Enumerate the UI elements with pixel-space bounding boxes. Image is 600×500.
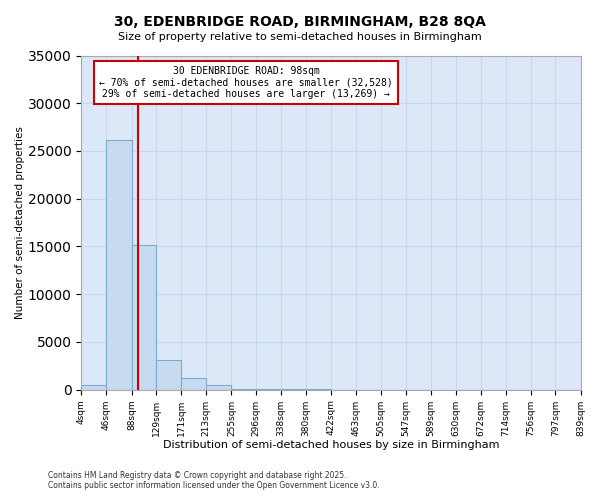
X-axis label: Distribution of semi-detached houses by size in Birmingham: Distribution of semi-detached houses by … [163,440,499,450]
Bar [82,385,106,390]
Bar [206,385,232,390]
Text: 30, EDENBRIDGE ROAD, BIRMINGHAM, B28 8QA: 30, EDENBRIDGE ROAD, BIRMINGHAM, B28 8QA [114,15,486,29]
Bar [232,388,256,390]
Bar [256,389,281,390]
Text: Contains HM Land Registry data © Crown copyright and database right 2025.
Contai: Contains HM Land Registry data © Crown c… [48,470,380,490]
Bar [106,140,131,390]
Y-axis label: Number of semi-detached properties: Number of semi-detached properties [15,126,25,319]
Text: Size of property relative to semi-detached houses in Birmingham: Size of property relative to semi-detach… [118,32,482,42]
Bar [181,378,206,390]
Bar [156,360,181,390]
Bar [131,244,156,390]
Text: 30 EDENBRIDGE ROAD: 98sqm
← 70% of semi-detached houses are smaller (32,528)
29%: 30 EDENBRIDGE ROAD: 98sqm ← 70% of semi-… [99,66,393,98]
